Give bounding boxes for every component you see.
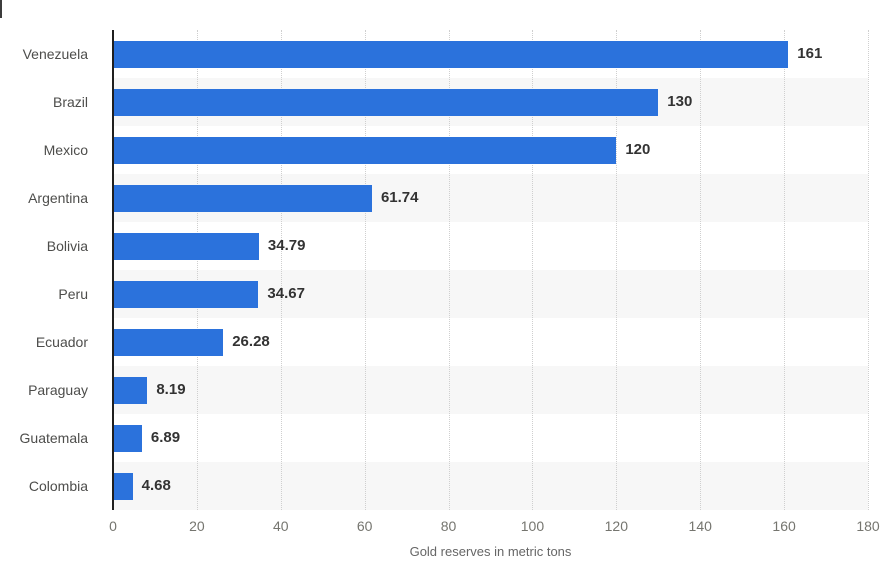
x-tick-label-80: 80: [440, 518, 457, 534]
category-labels: Venezuela Brazil Mexico Argentina Bolivia Per…: [0, 30, 100, 510]
category-label-mexico: Mexico: [43, 142, 88, 158]
bar-bolivia: [113, 232, 259, 260]
y-axis-line: [112, 30, 114, 510]
x-tick-label-20: 20: [189, 518, 205, 534]
category-label-paraguay: Paraguay: [28, 382, 88, 398]
x-tick-label-180: 180: [856, 518, 880, 534]
bar-mexico: [113, 136, 617, 164]
category-label-argentina: Argentina: [28, 190, 88, 206]
value-label-venezuela: 161: [797, 45, 823, 62]
value-label-peru: 34.67: [267, 285, 305, 302]
x-axis-title: Gold reserves in metric tons: [409, 544, 572, 559]
gridline-60: [364, 30, 366, 510]
gridline-140: [700, 30, 702, 510]
value-label-guatemala: 6.89: [150, 429, 181, 446]
value-label-argentina: 61.74: [380, 189, 419, 206]
category-label-brazil: Brazil: [52, 94, 88, 110]
gridline-80: [448, 30, 450, 510]
value-label-colombia: 4.68: [141, 477, 171, 494]
value-label-bolivia: 34.79: [267, 237, 306, 254]
gridline-20: [196, 30, 198, 510]
category-label-bolivia: Bolivia: [46, 238, 88, 254]
x-tick-label-160: 160: [772, 518, 796, 534]
category-label-colombia: Colombia: [28, 478, 88, 494]
bar-argentina: [113, 184, 372, 212]
grid-layer: [113, 30, 869, 510]
value-label-brazil: 130: [667, 93, 693, 110]
x-tick-label-40: 40: [272, 518, 289, 534]
x-tick-label-0: 0: [109, 518, 117, 534]
x-tick-label-100: 100: [520, 518, 545, 534]
category-label-venezuela: Venezuela: [22, 46, 88, 62]
gridline-160: [784, 30, 786, 510]
bar-brazil: [113, 88, 659, 116]
bar-paraguay: [113, 376, 148, 404]
value-label-paraguay: 8.19: [156, 381, 186, 398]
x-tick-label-120: 120: [604, 518, 629, 534]
bar-colombia: [113, 472, 133, 500]
gridline-180: [868, 30, 869, 510]
screen-edge-artifact: [0, 0, 2, 18]
bars-layer: 161 130 120 61.74 34.79 34.67 26.28 8.19 6.89 4.6…: [113, 30, 868, 510]
x-tick-labels: 0 20 40 60 80 100 120 140 160 180: [109, 518, 880, 538]
gridline-120: [616, 30, 618, 510]
value-label-mexico: 120: [625, 141, 651, 158]
bar-peru: [113, 280, 259, 308]
stripe-layer: [113, 30, 868, 510]
x-tick-label-140: 140: [688, 518, 712, 534]
gridline-40: [280, 30, 282, 510]
value-label-ecuador: 26.28: [232, 333, 270, 350]
category-label-guatemala: Guatemala: [19, 430, 88, 446]
row-stripe-paraguay: [113, 366, 868, 414]
plot-area: 161 130 120 61.74 34.79 34.67 26.28 8.19 6.89 4.6…: [112, 30, 869, 510]
x-tick-label-60: 60: [356, 518, 373, 534]
row-stripe-colombia: [113, 462, 868, 510]
category-label-peru: Peru: [58, 286, 88, 302]
bar-venezuela: [113, 40, 789, 68]
gridline-100: [532, 30, 534, 510]
bar-ecuador: [113, 328, 224, 356]
category-label-ecuador: Ecuador: [35, 334, 88, 350]
bar-guatemala: [113, 424, 142, 452]
